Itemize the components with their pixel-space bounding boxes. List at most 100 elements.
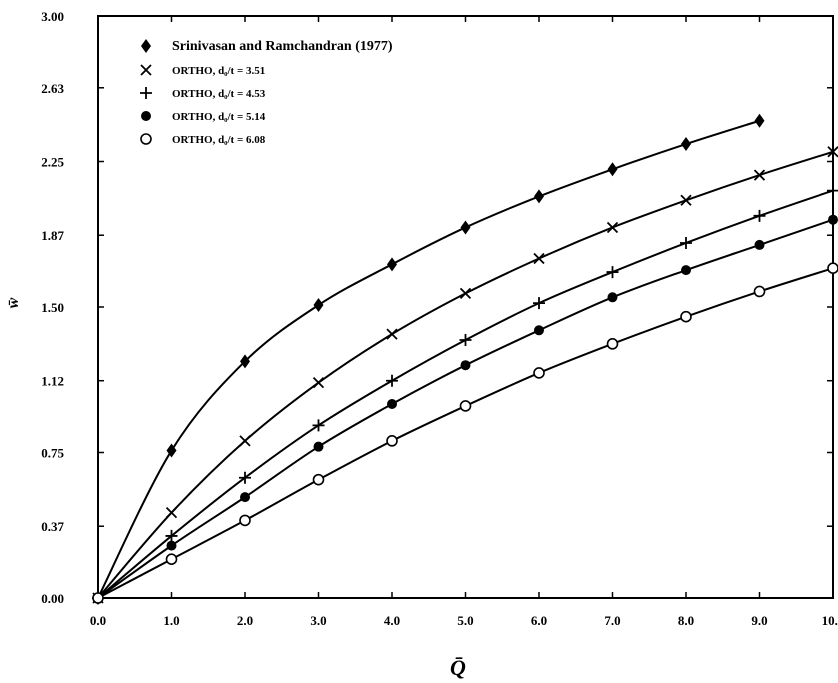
x-tick-label: 0.0 (90, 613, 106, 628)
open-circle-marker (165, 553, 178, 566)
x-marker (606, 221, 619, 234)
series-2 (92, 146, 838, 604)
x-marker (459, 287, 472, 300)
y-tick-label: 1.12 (41, 374, 64, 389)
open-circle-marker (239, 514, 251, 527)
series-line (97, 119, 760, 599)
legend-entry: ORTHO, d₀/t = 5.14 (141, 111, 266, 123)
y-tick-label: 0.00 (41, 591, 64, 606)
tick-group: 0.0 1.0 2.0 3.0 4.0 5.0 6.0 7.0 8.0 9.0 10.0 0.00 0.… (41, 9, 838, 628)
diamond-marker (607, 162, 618, 177)
plus-marker (239, 471, 251, 484)
series-line (97, 189, 834, 599)
filled-circle-marker (534, 325, 544, 336)
open-circle-marker (606, 338, 619, 350)
x-tick-label: 6.0 (531, 613, 547, 628)
x-marker (386, 328, 398, 340)
y-tick-label: 2.63 (41, 81, 64, 96)
y-axis-label: w̄ (5, 297, 22, 308)
series-line (97, 150, 834, 599)
filled-circle-marker (141, 111, 151, 121)
plus-marker (606, 266, 619, 279)
x-marker (680, 194, 692, 206)
legend-entry: ORTHO, d₀/t = 6.08 (140, 133, 266, 146)
x-tick-label: 10.0 (822, 613, 838, 628)
plus-marker (753, 209, 766, 222)
series-line (97, 218, 834, 599)
filled-circle-marker (828, 214, 838, 225)
legend-label: Srinivasan and Ramchandran (1977) (172, 39, 393, 54)
diamond-marker (534, 189, 544, 204)
x-tick-label: 3.0 (310, 613, 326, 628)
open-circle-marker (459, 400, 472, 412)
x-marker (165, 507, 178, 519)
x-tick-label: 9.0 (751, 613, 767, 628)
filled-circle-marker (460, 360, 471, 371)
legend-entry: Srinivasan and Ramchandran (1977) (141, 39, 393, 54)
plus-marker (827, 184, 838, 197)
diamond-marker (754, 113, 765, 128)
x-axis-label: Q̄ (450, 655, 466, 680)
filled-circle-marker (681, 265, 691, 276)
series-line (97, 267, 834, 599)
filled-circle-marker (387, 399, 397, 409)
y-tick-label: 1.87 (41, 228, 64, 243)
diamond-marker (141, 39, 151, 53)
open-circle-marker (92, 592, 104, 604)
plus-marker (140, 87, 152, 99)
filled-circle-marker (313, 441, 324, 452)
diamond-marker (387, 257, 397, 272)
series-4 (93, 214, 838, 603)
x-tick-label: 8.0 (678, 613, 694, 628)
open-circle-marker (386, 435, 398, 447)
x-marker (753, 169, 766, 181)
x-marker (533, 252, 545, 265)
legend-entry: ORTHO, d₀/t = 4.53 (140, 87, 266, 100)
x-marker (827, 146, 838, 158)
diamond-marker (313, 298, 324, 313)
series-5 (92, 262, 838, 604)
axes-frame (97, 15, 834, 599)
diamond-marker (681, 137, 691, 152)
legend-entry: ORTHO, d₀/t = 3.51 (140, 64, 265, 77)
open-circle-marker (753, 285, 766, 298)
filled-circle-marker (240, 492, 250, 503)
plus-marker (459, 333, 472, 346)
plus-marker (533, 297, 545, 310)
filled-circle-marker (754, 239, 765, 250)
x-marker (312, 377, 325, 389)
series-3 (92, 184, 838, 604)
diamond-marker (166, 443, 177, 458)
filled-circle-marker (166, 540, 177, 551)
legend: Srinivasan and Ramchandran (1977) ORTHO, … (140, 39, 393, 146)
y-tick-label: 3.00 (41, 9, 64, 24)
diamond-marker (240, 354, 250, 369)
open-circle-marker (533, 367, 545, 379)
open-circle-marker (140, 133, 152, 145)
legend-label: ORTHO, d₀/t = 6.08 (172, 134, 266, 146)
open-circle-marker (680, 310, 692, 323)
x-tick-label: 1.0 (163, 613, 179, 628)
x-marker (239, 435, 251, 447)
y-tick-label: 0.37 (41, 519, 64, 534)
x-tick-label: 5.0 (457, 613, 473, 628)
plus-marker (386, 374, 398, 387)
x-tick-label: 4.0 (384, 613, 400, 628)
plot-frame (97, 15, 834, 599)
y-tick-label: 2.25 (41, 155, 64, 170)
legend-label: ORTHO, d₀/t = 5.14 (172, 111, 266, 123)
legend-label: ORTHO, d₀/t = 4.53 (172, 88, 266, 100)
plus-marker (680, 236, 692, 249)
plus-marker (165, 529, 178, 542)
open-circle-marker (827, 262, 838, 274)
legend-label: ORTHO, d₀/t = 3.51 (172, 65, 265, 77)
plus-marker (312, 419, 325, 432)
x-tick-label: 7.0 (604, 613, 620, 628)
filled-circle-marker (607, 292, 618, 303)
y-tick-label: 1.50 (41, 300, 64, 315)
diamond-marker (460, 220, 471, 235)
open-circle-marker (312, 473, 325, 486)
series-group (92, 113, 838, 605)
x-tick-label: 2.0 (237, 613, 253, 628)
